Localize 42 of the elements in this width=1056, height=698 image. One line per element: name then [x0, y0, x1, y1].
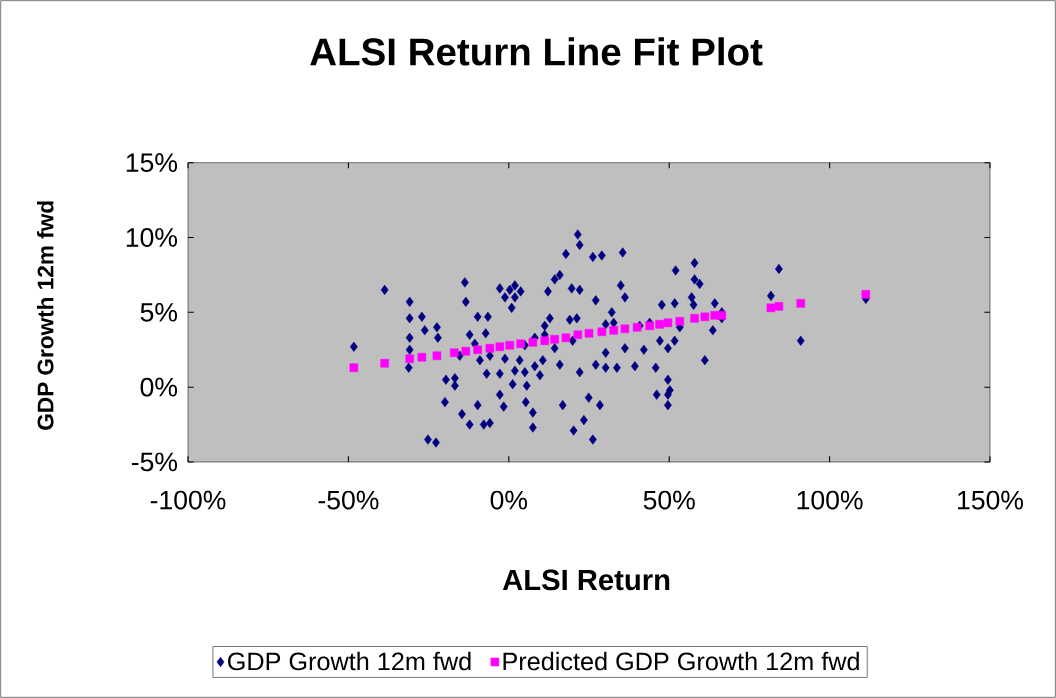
x-tick-label: -100% — [150, 490, 226, 510]
point — [417, 352, 427, 362]
y-tick-label: -5% — [131, 452, 178, 472]
point — [561, 333, 571, 343]
point — [645, 321, 654, 331]
y-tick-label: 0% — [140, 377, 178, 397]
point — [495, 342, 505, 352]
point — [700, 312, 710, 322]
y-tick-label: 5% — [140, 302, 178, 322]
point — [796, 299, 805, 308]
point — [505, 341, 515, 350]
x-axis-title: ALSI Return — [502, 569, 670, 591]
x-tick-label: 100% — [797, 490, 863, 510]
point — [432, 351, 442, 360]
point — [380, 358, 389, 368]
y-tick-label: 15% — [126, 153, 178, 172]
point — [349, 363, 359, 372]
chart-title: ALSI Return Line Fit Plot — [310, 37, 763, 66]
y-axis-title: GDP Growth 12m fwd — [36, 201, 54, 430]
point — [573, 330, 583, 340]
point — [473, 345, 482, 354]
point — [766, 303, 776, 313]
x-tick-label: -50% — [318, 490, 379, 510]
point — [485, 344, 495, 353]
point — [609, 326, 618, 335]
point — [620, 324, 630, 334]
point — [690, 314, 699, 323]
point — [717, 311, 727, 320]
point — [405, 354, 414, 363]
y-tick-label: 10% — [126, 228, 178, 247]
legend-label: Predicted GDP Growth 12m fwd — [503, 651, 859, 671]
point — [461, 346, 471, 356]
x-tick-label: 150% — [958, 490, 1024, 510]
x-tick-label: 0% — [490, 490, 528, 510]
point — [663, 318, 673, 328]
point — [550, 335, 559, 344]
point — [774, 302, 784, 311]
point — [584, 329, 594, 338]
x-tick-label: 50% — [643, 490, 695, 510]
point — [655, 320, 664, 329]
point — [597, 327, 607, 337]
legend-label: GDP Growth 12m fwd — [228, 651, 471, 671]
